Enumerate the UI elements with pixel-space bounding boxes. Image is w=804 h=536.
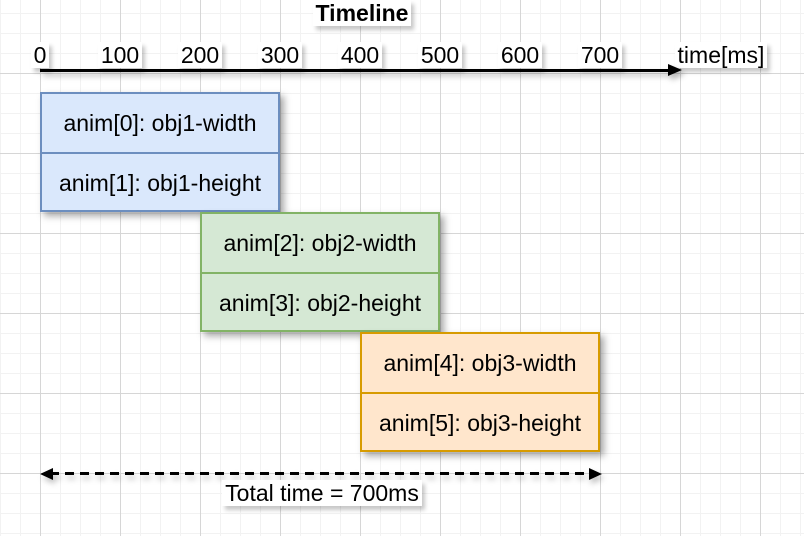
dashed-line bbox=[50, 472, 592, 475]
axis-tick-label: 400 bbox=[337, 42, 383, 68]
anim-bar-label: anim[2]: obj2-width bbox=[223, 229, 417, 256]
anim-bar-2: anim[2]: obj2-width bbox=[202, 214, 438, 272]
anim-bar-label: anim[0]: obj1-width bbox=[63, 109, 257, 136]
anim-bar-label: anim[1]: obj1-height bbox=[58, 169, 261, 196]
anim-bar-1: anim[1]: obj1-height bbox=[42, 152, 278, 212]
axis-tick-label: 100 bbox=[97, 42, 143, 68]
axis-tick-300: 300 bbox=[240, 42, 320, 69]
axis-unit-label: time[ms] bbox=[674, 42, 768, 68]
axis-tick-200: 200 bbox=[160, 42, 240, 69]
anim-group-obj3: anim[4]: obj3-width anim[5]: obj3-height bbox=[360, 332, 600, 452]
axis-tick-0: 0 bbox=[0, 42, 80, 69]
total-time-label-wrap: Total time = 700ms bbox=[222, 480, 422, 507]
diagram-title: Timeline bbox=[312, 0, 412, 26]
anim-bar-label: anim[3]: obj2-height bbox=[218, 289, 421, 316]
axis-unit-wrap: time[ms] bbox=[661, 42, 781, 69]
anim-bar-0: anim[0]: obj1-width bbox=[42, 94, 278, 152]
total-time-label: Total time = 700ms bbox=[222, 480, 422, 506]
anim-bar-label: anim[5]: obj3-height bbox=[378, 409, 581, 436]
axis-tick-label: 200 bbox=[177, 42, 223, 68]
axis-tick-700: 700 bbox=[560, 42, 640, 69]
axis-tick-label: 700 bbox=[577, 42, 623, 68]
axis-tick-label: 300 bbox=[257, 42, 303, 68]
anim-bar-4: anim[4]: obj3-width bbox=[362, 334, 598, 392]
arrow-left-icon bbox=[40, 467, 53, 480]
arrow-right-icon bbox=[589, 467, 602, 480]
anim-bar-label: anim[4]: obj3-width bbox=[383, 349, 577, 376]
anim-group-obj1: anim[0]: obj1-width anim[1]: obj1-height bbox=[40, 92, 280, 212]
total-time-arrow bbox=[40, 466, 602, 481]
time-axis-line bbox=[40, 69, 670, 72]
anim-group-obj2: anim[2]: obj2-width anim[3]: obj2-height bbox=[200, 212, 440, 332]
anim-bar-3: anim[3]: obj2-height bbox=[202, 272, 438, 332]
axis-tick-500: 500 bbox=[400, 42, 480, 69]
axis-tick-400: 400 bbox=[320, 42, 400, 69]
axis-tick-100: 100 bbox=[80, 42, 160, 69]
axis-tick-600: 600 bbox=[480, 42, 560, 69]
axis-tick-label: 0 bbox=[30, 42, 50, 68]
diagram-title-wrap: Timeline bbox=[282, 0, 442, 27]
axis-tick-label: 600 bbox=[497, 42, 543, 68]
axis-tick-label: 500 bbox=[417, 42, 463, 68]
anim-bar-5: anim[5]: obj3-height bbox=[362, 392, 598, 452]
